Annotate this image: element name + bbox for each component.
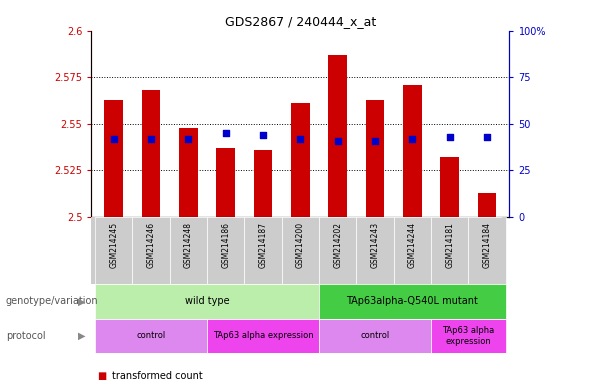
Text: GSM214245: GSM214245 (109, 222, 118, 268)
Text: genotype/variation: genotype/variation (6, 296, 98, 306)
Bar (431, 217, 468, 284)
Text: GSM214202: GSM214202 (333, 222, 342, 268)
Point (296, 136, 305, 142)
Bar (319, 319, 431, 353)
Point (408, 136, 417, 142)
Point (482, 134, 492, 140)
Bar (468, 217, 506, 284)
Point (184, 136, 193, 142)
Bar (319, 284, 506, 319)
Bar (254, 150, 272, 217)
Bar (478, 193, 497, 217)
Text: ▶: ▶ (78, 296, 85, 306)
Text: GSM214246: GSM214246 (147, 222, 155, 268)
Point (333, 137, 342, 144)
Bar (441, 157, 459, 217)
Bar (356, 217, 393, 284)
Bar (142, 90, 160, 217)
Bar (403, 85, 422, 217)
Point (259, 132, 268, 138)
Point (109, 136, 118, 142)
Bar (319, 217, 356, 284)
Bar (207, 319, 319, 353)
Bar (207, 217, 244, 284)
Bar (95, 217, 133, 284)
Text: control: control (360, 331, 390, 341)
Text: transformed count: transformed count (112, 371, 203, 381)
Text: TAp63 alpha expression: TAp63 alpha expression (213, 331, 313, 341)
Bar (95, 319, 207, 353)
Text: GSM214243: GSM214243 (370, 222, 379, 268)
Bar (366, 99, 385, 217)
Bar (104, 99, 123, 217)
Text: ▶: ▶ (78, 331, 85, 341)
Text: GSM214248: GSM214248 (184, 222, 193, 268)
Point (370, 137, 380, 144)
Bar (431, 319, 506, 353)
Text: GSM214200: GSM214200 (296, 222, 305, 268)
Text: ■: ■ (97, 371, 107, 381)
Bar (282, 217, 319, 284)
Bar (329, 55, 347, 217)
Text: wild type: wild type (185, 296, 229, 306)
Text: GSM214184: GSM214184 (482, 222, 492, 268)
Point (221, 130, 230, 136)
Point (445, 134, 455, 140)
Bar (133, 217, 170, 284)
Text: TAp63 alpha
expression: TAp63 alpha expression (442, 326, 495, 346)
Bar (244, 217, 282, 284)
Text: GSM214181: GSM214181 (445, 222, 454, 268)
Bar (393, 217, 431, 284)
Text: control: control (137, 331, 166, 341)
Text: protocol: protocol (6, 331, 45, 341)
Text: GSM214186: GSM214186 (221, 222, 230, 268)
Bar (95, 284, 319, 319)
Text: GSM214244: GSM214244 (408, 222, 417, 268)
Bar (179, 127, 198, 217)
Point (146, 136, 155, 142)
Bar (170, 217, 207, 284)
Text: TAp63alpha-Q540L mutant: TAp63alpha-Q540L mutant (346, 296, 478, 306)
Title: GDS2867 / 240444_x_at: GDS2867 / 240444_x_at (225, 15, 376, 28)
Text: GSM214187: GSM214187 (259, 222, 267, 268)
Bar (291, 103, 310, 217)
Bar (216, 148, 235, 217)
